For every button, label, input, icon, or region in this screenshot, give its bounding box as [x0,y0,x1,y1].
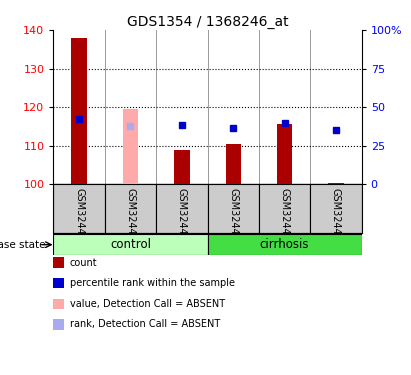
Text: count: count [70,258,97,267]
FancyBboxPatch shape [156,184,208,232]
Text: GSM32441: GSM32441 [125,188,136,241]
Bar [53,319,64,330]
Text: GSM32444: GSM32444 [279,188,290,241]
FancyBboxPatch shape [310,184,362,232]
Text: GSM32440: GSM32440 [74,188,84,241]
Bar [174,150,189,184]
Bar [277,124,292,184]
FancyBboxPatch shape [53,234,208,255]
FancyBboxPatch shape [53,184,105,232]
Title: GDS1354 / 1368246_at: GDS1354 / 1368246_at [127,15,289,29]
Bar [53,298,64,309]
FancyBboxPatch shape [208,234,362,255]
Bar [53,257,64,268]
Bar [328,183,344,184]
Text: GSM32442: GSM32442 [177,188,187,241]
Text: GSM32445: GSM32445 [331,188,341,241]
Text: cirrhosis: cirrhosis [260,238,309,251]
Bar [72,38,87,184]
Bar [123,109,138,184]
Text: rank, Detection Call = ABSENT: rank, Detection Call = ABSENT [70,320,220,329]
Text: disease state: disease state [0,240,45,250]
Bar [53,278,64,288]
Text: percentile rank within the sample: percentile rank within the sample [70,278,235,288]
Text: GSM32443: GSM32443 [228,188,238,241]
Text: control: control [110,238,151,251]
FancyBboxPatch shape [208,184,259,232]
FancyBboxPatch shape [259,184,310,232]
FancyBboxPatch shape [105,184,156,232]
Text: value, Detection Call = ABSENT: value, Detection Call = ABSENT [70,299,225,309]
Bar [226,144,241,184]
